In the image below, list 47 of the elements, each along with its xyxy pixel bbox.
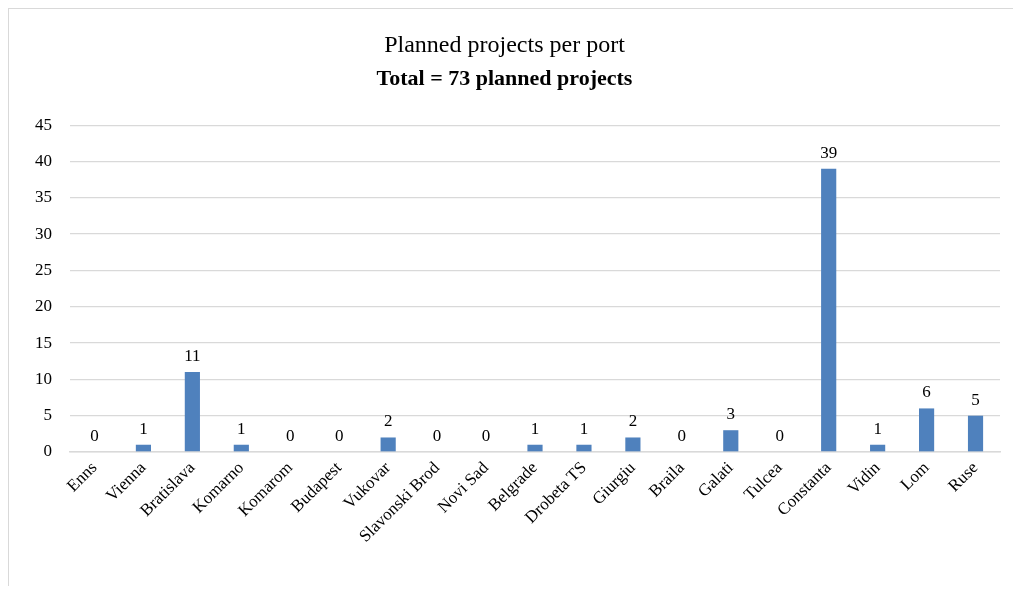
y-tick-label: 25 [35, 259, 52, 279]
y-tick-label: 20 [35, 296, 52, 316]
data-label: 0 [481, 425, 491, 445]
data-label: 1 [530, 418, 540, 438]
data-label: 11 [184, 346, 201, 366]
bar [233, 444, 249, 452]
bar [870, 444, 886, 452]
chart-title: Planned projects per port [384, 30, 626, 57]
y-tick-label: 15 [35, 332, 52, 352]
x-tick-label: Enns [62, 457, 101, 496]
data-label: 39 [820, 142, 838, 162]
bar [967, 415, 984, 452]
bar [576, 444, 592, 452]
y-tick-label: 10 [35, 368, 52, 388]
bar [380, 437, 396, 452]
bar [723, 430, 739, 452]
data-label: 2 [628, 411, 638, 431]
data-label: 0 [677, 425, 687, 445]
data-label: 0 [432, 425, 442, 445]
bar [625, 437, 641, 452]
bar [918, 408, 935, 452]
bar [135, 444, 152, 452]
data-label: 2 [383, 411, 393, 431]
bar [184, 372, 200, 452]
y-tick-label: 45 [35, 114, 52, 134]
y-tick-label: 40 [35, 150, 52, 170]
data-label: 1 [579, 418, 589, 438]
data-label: 1 [139, 418, 148, 438]
x-tick-label: Vidin [843, 457, 884, 498]
data-label: 0 [775, 425, 784, 445]
data-label: 1 [237, 418, 246, 438]
data-label: 5 [971, 389, 980, 409]
data-label: 3 [726, 404, 736, 424]
y-tick-label: 5 [43, 405, 52, 425]
data-label: 0 [286, 425, 295, 445]
data-label: 0 [90, 425, 99, 445]
data-label: 1 [873, 418, 882, 438]
x-tick-label: Ruse [944, 457, 982, 496]
chart-subtitle: Total = 73 planned projects [376, 64, 633, 90]
bar [527, 444, 543, 452]
y-tick-label: 0 [43, 441, 52, 461]
x-tick-label: Lom [896, 457, 933, 494]
y-tick-label: 35 [35, 187, 52, 207]
bar [821, 168, 837, 452]
data-label: 6 [922, 382, 931, 402]
y-tick-label: 30 [35, 223, 52, 243]
data-label: 0 [334, 425, 344, 445]
